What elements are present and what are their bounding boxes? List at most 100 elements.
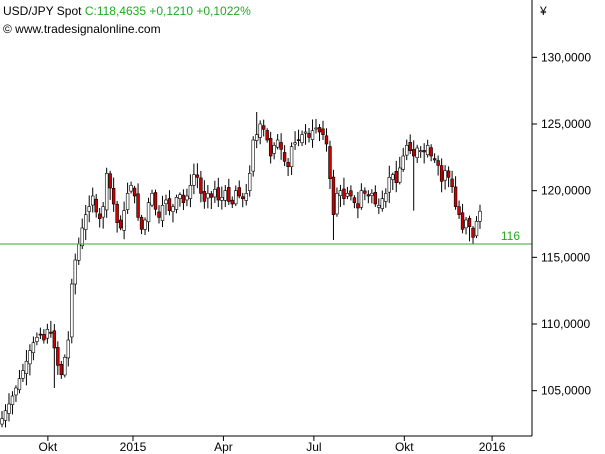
symbol-title: USD/JPY Spot [3, 4, 82, 18]
candle-body [474, 221, 479, 237]
candle-body [3, 410, 8, 421]
candle-body [38, 333, 43, 336]
candle-body [310, 130, 315, 140]
candle-body [202, 191, 207, 202]
candle-body [380, 198, 385, 209]
candle-body [14, 387, 18, 396]
candle-body [356, 203, 360, 209]
candle-body [24, 361, 29, 374]
candle-body [422, 150, 426, 153]
candle-body [467, 217, 472, 227]
candle-body [167, 198, 172, 211]
candle-body [412, 149, 416, 157]
candle-body [248, 173, 252, 191]
y-tick-label: 125,0000 [541, 117, 591, 131]
y-tick-label: 110,0000 [541, 317, 590, 331]
x-tick-label: Jul [306, 440, 321, 454]
candle-body [293, 142, 297, 145]
candle-body [31, 342, 36, 354]
candle-body [234, 190, 238, 205]
candle-body [199, 177, 203, 194]
x-tick-label: 2016 [479, 440, 506, 454]
candle-body [408, 142, 412, 151]
candle-body [251, 139, 255, 172]
candle-body [439, 165, 444, 182]
candle-body [125, 193, 130, 210]
support-label: 116 [501, 229, 520, 243]
candle-body [42, 334, 46, 341]
candle-body [178, 194, 182, 199]
candle-body [387, 177, 391, 193]
candle-body [359, 190, 364, 208]
candle-body [464, 219, 468, 229]
candle-body [28, 350, 32, 365]
candle-body [91, 195, 95, 206]
candle-body [415, 147, 419, 158]
candle-body [49, 331, 53, 334]
candle-body [108, 173, 112, 189]
currency-symbol: ¥ [540, 4, 547, 18]
candle-body [363, 190, 367, 194]
x-tick-label: Okt [39, 440, 58, 454]
candle-body [275, 139, 280, 148]
candle-body [181, 194, 186, 203]
candle-body [457, 206, 461, 215]
candle-body [436, 160, 440, 166]
candle-body [307, 133, 311, 138]
candle-body [453, 186, 458, 207]
x-tick-label: Apr [214, 440, 233, 454]
candle-body [153, 192, 158, 210]
candle-body [432, 158, 437, 161]
candle-body [164, 199, 168, 205]
candle-body [66, 339, 70, 359]
candle-body [115, 203, 119, 223]
candle-body [314, 127, 318, 130]
x-tick-label: Okt [395, 440, 414, 454]
candle-body [174, 197, 179, 210]
y-tick-label: 130,0000 [541, 50, 591, 64]
candle-body [272, 145, 276, 154]
candle-body [300, 134, 304, 144]
candle-body [370, 193, 374, 196]
candle-body [59, 364, 64, 375]
candle-body [118, 219, 123, 229]
y-tick-label: 105,0000 [541, 384, 591, 398]
candle-body [244, 193, 248, 201]
candle-body [303, 131, 308, 134]
candle-body [418, 150, 423, 152]
candle-body [230, 199, 234, 205]
candle-body [188, 185, 193, 199]
candle-body [10, 395, 15, 405]
source-credit: © www.tradesignalonline.com [3, 22, 161, 36]
candle-body [321, 128, 325, 135]
candle-body [342, 188, 346, 199]
candle-body [471, 227, 475, 238]
candle-body [45, 329, 50, 339]
candle-body [146, 202, 151, 223]
candle-body [56, 347, 60, 366]
candle-body [391, 174, 395, 180]
y-axis-ticks: 105,0000 110,0000 115,0000 120,0000 125,0000… [532, 50, 591, 398]
candle-body [328, 146, 332, 179]
candle-body [94, 198, 98, 213]
candle-body [261, 125, 266, 130]
candle-body [132, 187, 137, 197]
candles [0, 112, 482, 428]
candle-body [401, 155, 405, 170]
candle-body [286, 162, 290, 167]
candle-body [150, 193, 154, 206]
candle-body [101, 206, 105, 218]
candle-body [111, 187, 116, 205]
candle-body [384, 193, 388, 202]
candle-body [450, 178, 454, 187]
x-axis-ticks: Okt 2015 Apr Jul Okt 2016 [39, 436, 506, 454]
candle-body [258, 123, 262, 138]
candle-body [192, 174, 196, 186]
candle-body [87, 206, 91, 212]
candle-body [160, 205, 165, 221]
candle-body [429, 147, 433, 157]
candle-body [478, 210, 482, 222]
candle-body [0, 418, 4, 425]
candle-body [220, 197, 224, 201]
